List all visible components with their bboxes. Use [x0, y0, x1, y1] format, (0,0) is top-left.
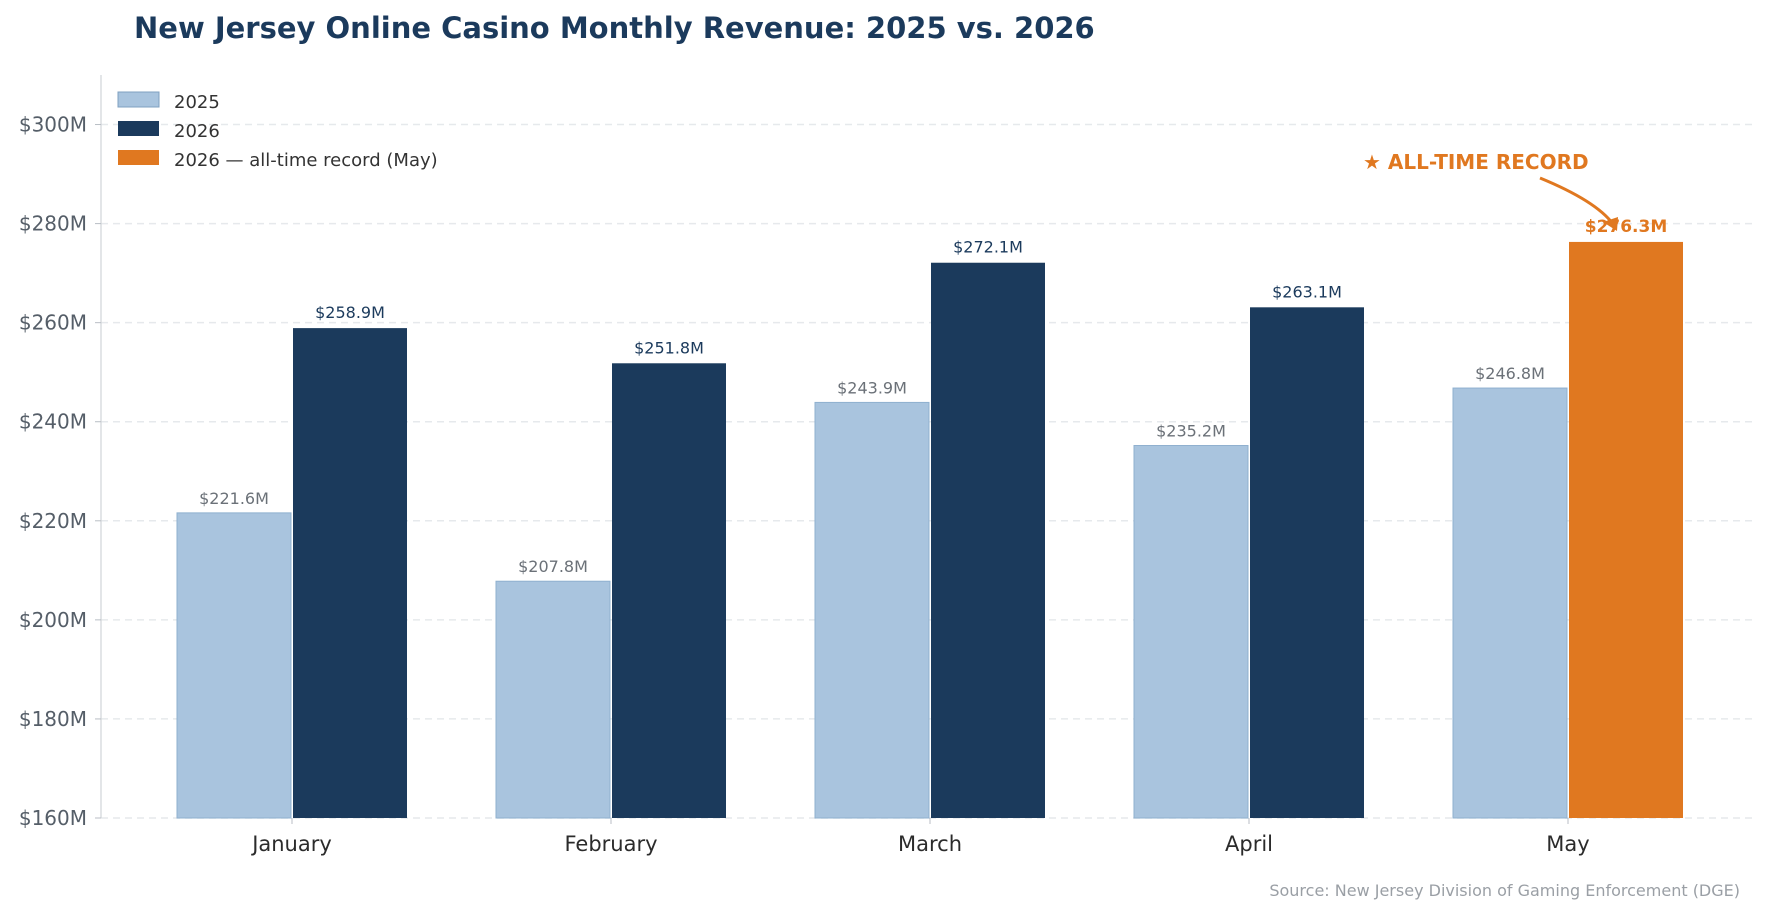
bars [176, 241, 1683, 819]
bar-2025-may [1452, 387, 1568, 819]
legend-label-record: 2026 — all-time record (May) [174, 150, 438, 171]
data-label-2026-february: $251.8M [634, 338, 704, 357]
legend-swatch-record [118, 150, 159, 165]
y-axis-ticks: $160M $180M $200M $220M $240M $260M $280M $300M [19, 113, 101, 830]
legend-label-2026: 2026 [174, 121, 220, 142]
x-tick-label: April [1225, 832, 1273, 856]
y-tick-label: $260M [19, 311, 87, 335]
record-annotation-arrowhead [1603, 217, 1618, 231]
data-label-2025-april: $235.2M [1156, 422, 1226, 441]
bar-2025-april [1133, 445, 1249, 819]
bar-2025-january [176, 512, 292, 819]
data-label-2025-may: $246.8M [1475, 364, 1545, 383]
x-tick-label: May [1546, 832, 1589, 856]
bar-2026-march [931, 262, 1045, 818]
y-tick-label: $300M [19, 113, 87, 137]
x-tick-label: February [564, 832, 657, 856]
y-tick-label: $220M [19, 509, 87, 533]
data-label-2025-january: $221.6M [199, 489, 269, 508]
record-annotation: ★ ALL-TIME RECORD [1363, 150, 1618, 231]
legend-label-2025: 2025 [174, 92, 220, 113]
data-label-2026-may: $276.3M [1585, 217, 1668, 237]
y-tick-label: $160M [19, 806, 87, 830]
record-annotation-text: ★ ALL-TIME RECORD [1363, 150, 1589, 174]
data-label-2026-january: $258.9M [315, 303, 385, 322]
legend-swatch-2025 [117, 91, 160, 108]
bar-2026-january [293, 328, 407, 818]
bar-2025-march [814, 401, 930, 819]
bar-2026-february [612, 363, 726, 818]
y-tick-label: $280M [19, 212, 87, 236]
legend-swatch-2026 [118, 121, 159, 136]
legend: 2025 2026 2026 — all-time record (May) [117, 91, 438, 171]
y-tick-label: $180M [19, 707, 87, 731]
x-tick-label: March [898, 832, 962, 856]
chart-title: New Jersey Online Casino Monthly Revenue… [134, 11, 1095, 45]
y-tick-label: $240M [19, 410, 87, 434]
x-axis-ticks: January February March April May [250, 818, 1590, 856]
bar-2026-april [1250, 307, 1364, 818]
data-label-2026-march: $272.1M [953, 238, 1023, 257]
data-label-2025-march: $243.9M [837, 378, 907, 397]
y-tick-label: $200M [19, 608, 87, 632]
data-label-2026-april: $263.1M [1272, 282, 1342, 301]
record-annotation-arrow [1539, 176, 1615, 225]
data-label-2025-february: $207.8M [518, 557, 588, 576]
x-tick-label: January [250, 832, 332, 856]
bar-2025-february [495, 580, 611, 819]
bar-2026-record-may [1569, 241, 1683, 818]
source-note: Source: New Jersey Division of Gaming En… [1269, 881, 1740, 900]
